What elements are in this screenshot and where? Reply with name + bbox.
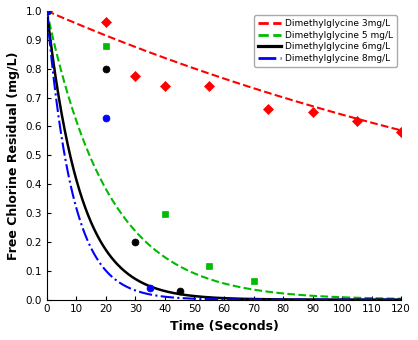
Y-axis label: Free Chlorine Residual (mg/L): Free Chlorine Residual (mg/L) bbox=[7, 51, 20, 259]
X-axis label: Time (Seconds): Time (Seconds) bbox=[170, 320, 278, 333]
Legend: Dimethylglycine 3mg/L, Dimethylglycine 5 mg/L, Dimethylglycine 6mg/L, Dimethylgl: Dimethylglycine 3mg/L, Dimethylglycine 5… bbox=[255, 15, 397, 67]
